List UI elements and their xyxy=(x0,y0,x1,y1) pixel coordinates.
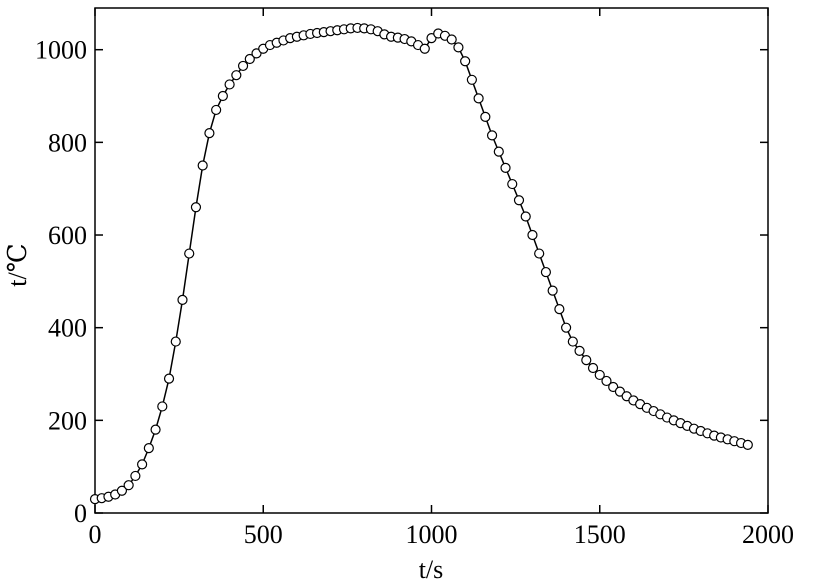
data-point xyxy=(137,459,148,470)
y-tick-label: 400 xyxy=(48,314,87,343)
data-point xyxy=(163,373,175,384)
x-tick-label: 0 xyxy=(89,520,102,549)
data-point xyxy=(453,42,464,53)
data-point xyxy=(567,336,578,347)
data-point xyxy=(581,355,592,366)
data-point xyxy=(480,111,491,122)
data-point xyxy=(184,248,195,259)
data-point xyxy=(460,56,471,67)
data-point xyxy=(224,79,235,90)
data-point xyxy=(466,74,477,85)
data-point xyxy=(143,443,154,454)
data-point xyxy=(231,70,242,81)
data-point xyxy=(170,336,181,347)
data-point xyxy=(486,130,498,141)
data-point xyxy=(493,146,504,157)
x-tick-label: 1000 xyxy=(406,520,458,549)
data-point xyxy=(157,401,168,412)
data-point xyxy=(211,104,222,116)
data-point xyxy=(116,485,128,496)
data-point xyxy=(500,162,511,173)
data-point xyxy=(190,202,202,213)
data-point xyxy=(446,34,457,45)
data-point xyxy=(130,470,141,482)
x-axis-label: t/s xyxy=(419,555,444,583)
data-point xyxy=(204,127,215,139)
data-point xyxy=(560,322,572,333)
y-tick-label: 600 xyxy=(48,221,87,250)
data-point xyxy=(527,229,538,241)
data-point xyxy=(123,480,134,491)
x-tick-label: 1500 xyxy=(574,520,626,549)
data-point xyxy=(507,178,518,190)
data-point xyxy=(594,369,605,381)
data-point xyxy=(473,93,484,104)
data-point xyxy=(534,248,545,259)
data-point xyxy=(574,345,585,356)
data-line xyxy=(94,27,749,500)
data-point xyxy=(540,266,552,278)
data-point xyxy=(554,304,565,315)
plot-frame xyxy=(94,7,769,514)
data-point xyxy=(177,294,188,305)
data-point xyxy=(513,195,525,206)
y-axis-label: t/℃ xyxy=(3,243,32,287)
data-point xyxy=(237,60,249,72)
data-point xyxy=(520,211,531,222)
data-point xyxy=(587,362,599,374)
data-point xyxy=(150,424,161,435)
data-point xyxy=(217,90,228,102)
y-tick-label: 800 xyxy=(48,128,87,157)
data-point xyxy=(197,160,208,171)
data-point xyxy=(547,285,558,296)
data-point xyxy=(419,43,430,54)
data-point xyxy=(742,439,753,450)
x-tick-label: 2000 xyxy=(742,520,794,549)
y-tick-label: 0 xyxy=(74,499,87,528)
y-tick-label: 200 xyxy=(48,406,87,435)
x-tick-label: 500 xyxy=(244,520,283,549)
y-tick-label: 1000 xyxy=(35,36,87,65)
data-point xyxy=(601,375,612,387)
data-point xyxy=(244,53,255,65)
